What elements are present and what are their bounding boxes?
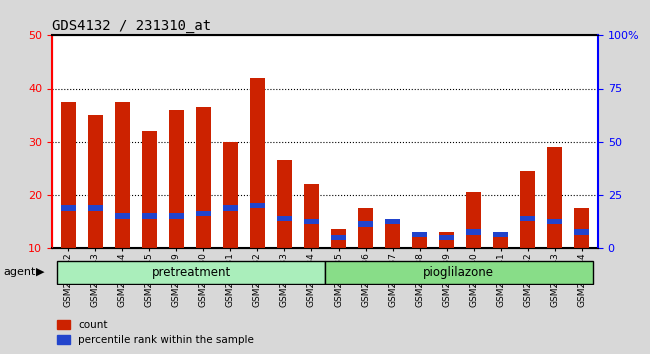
- Bar: [250, 78, 265, 248]
- Bar: [439, 232, 454, 248]
- Bar: [196, 211, 211, 216]
- Bar: [88, 115, 103, 248]
- Bar: [61, 205, 75, 211]
- Bar: [547, 147, 562, 248]
- Bar: [385, 218, 400, 248]
- Legend: count, percentile rank within the sample: count, percentile rank within the sample: [57, 320, 254, 345]
- Bar: [575, 208, 589, 248]
- Bar: [412, 232, 427, 237]
- Bar: [142, 131, 157, 248]
- Bar: [358, 221, 373, 227]
- Bar: [277, 160, 292, 248]
- Text: pretreatment: pretreatment: [151, 266, 231, 279]
- Text: ▶: ▶: [36, 267, 44, 277]
- Bar: [493, 232, 508, 237]
- Bar: [439, 234, 454, 240]
- Bar: [142, 213, 157, 218]
- Bar: [493, 235, 508, 248]
- Bar: [88, 205, 103, 211]
- Bar: [412, 235, 427, 248]
- Bar: [223, 142, 238, 248]
- Bar: [358, 208, 373, 248]
- Bar: [325, 261, 593, 284]
- Bar: [196, 107, 211, 248]
- Text: agent: agent: [3, 267, 36, 277]
- Bar: [115, 102, 130, 248]
- Bar: [575, 229, 589, 234]
- Bar: [331, 234, 346, 240]
- Bar: [520, 171, 535, 248]
- Bar: [466, 192, 481, 248]
- Text: pioglilazone: pioglilazone: [423, 266, 494, 279]
- Bar: [520, 216, 535, 221]
- Bar: [115, 213, 130, 218]
- Bar: [547, 218, 562, 224]
- Bar: [223, 205, 238, 211]
- Bar: [304, 184, 319, 248]
- Bar: [277, 216, 292, 221]
- Bar: [331, 229, 346, 248]
- Bar: [304, 218, 319, 224]
- Bar: [169, 213, 184, 218]
- Bar: [466, 229, 481, 234]
- Bar: [169, 110, 184, 248]
- Bar: [61, 102, 75, 248]
- Text: GDS4132 / 231310_at: GDS4132 / 231310_at: [52, 19, 211, 33]
- Bar: [385, 218, 400, 224]
- Bar: [57, 261, 325, 284]
- Bar: [250, 202, 265, 208]
